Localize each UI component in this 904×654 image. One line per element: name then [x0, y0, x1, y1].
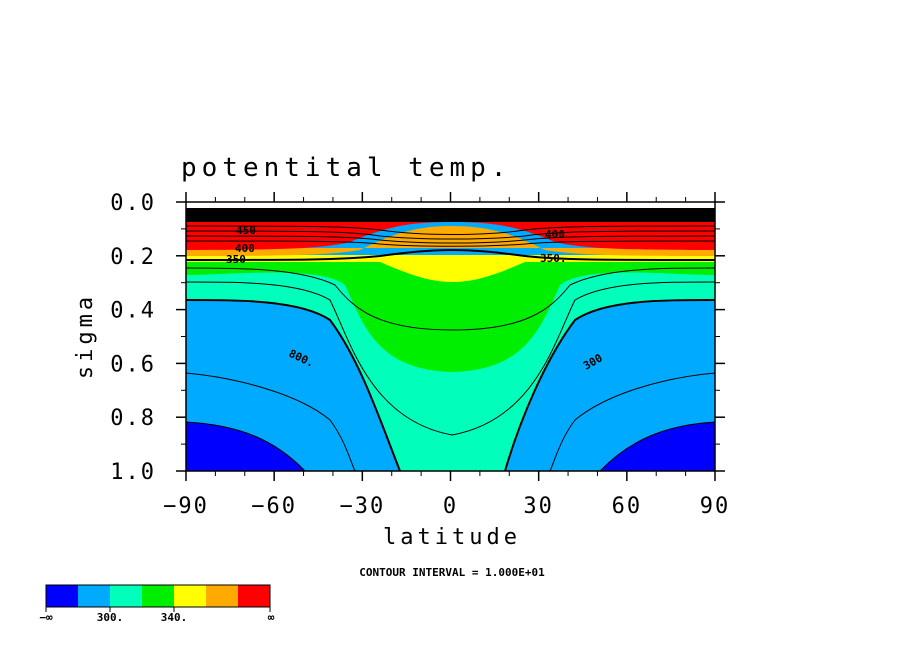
contour-label: 450 [236, 224, 256, 237]
colorbar-label: ∞ [268, 611, 275, 624]
y-tick-label: 1.0 [110, 460, 156, 485]
contour-290 [186, 372, 715, 471]
colorbar-swatch [110, 585, 142, 607]
x-tick-label: −60 [251, 494, 297, 519]
chart-title: potentital temp. [181, 153, 511, 183]
contour-340 [186, 267, 715, 331]
x-axis-label: latitude [383, 525, 521, 550]
colorbar-swatch [142, 585, 174, 607]
contour-lines [186, 248, 715, 471]
x-tick-label: 0 [443, 494, 458, 519]
contour-label: 350. [540, 252, 567, 265]
band-below-290-right [600, 422, 715, 471]
contour-280 [186, 421, 715, 471]
x-tick-label: 90 [700, 494, 731, 519]
contour-320 [186, 281, 715, 436]
x-tick-label: −90 [163, 494, 209, 519]
contour-300 [186, 299, 715, 471]
y-axis-label: sigma [73, 293, 98, 379]
y-tick-label: 0.8 [110, 406, 156, 431]
colorbar-label: −∞ [39, 611, 53, 624]
dense-contour-lines [186, 225, 715, 247]
contour-label: 400 [235, 242, 255, 255]
colorbar [45, 584, 271, 612]
y-tick-label: 0.4 [110, 299, 156, 324]
colorbar-label: 340. [161, 611, 188, 624]
colorbar-frame [45, 584, 271, 608]
dense-contour-top [186, 208, 715, 222]
colorbar-swatch [206, 585, 238, 607]
band-below-290-left [186, 422, 305, 471]
y-tick-label: 0.6 [110, 352, 156, 377]
contour-label: 350 [226, 253, 246, 266]
x-axis: −90 −60 −30 0 30 60 90 [163, 192, 731, 519]
colorbar-swatch [46, 585, 78, 607]
contour-fills [186, 208, 715, 471]
x-tick-label: 30 [523, 494, 554, 519]
band-350-370 [186, 255, 715, 282]
colorbar-swatch [238, 585, 270, 607]
x-tick-label: −30 [339, 494, 385, 519]
band-330-350 [186, 258, 715, 372]
x-tick-label: 60 [612, 494, 643, 519]
y-axis: 0.0 0.2 0.4 0.6 0.8 1.0 [110, 191, 725, 485]
colorbar-swatch [174, 585, 206, 607]
band-370-390 [186, 226, 715, 256]
colorbar-label: 300. [97, 611, 124, 624]
contour-interval-text: CONTOUR INTERVAL = 1.000E+01 [359, 566, 545, 579]
contour-label: 400 [545, 228, 565, 241]
y-tick-label: 0.0 [110, 191, 156, 216]
contour-350 [186, 248, 715, 261]
y-tick-label: 0.2 [110, 245, 156, 270]
colorbar-swatch [78, 585, 110, 607]
